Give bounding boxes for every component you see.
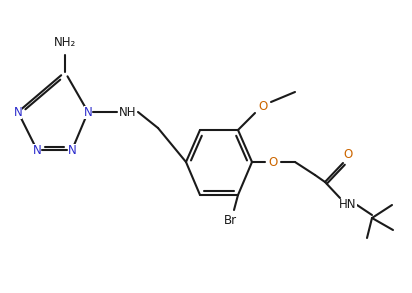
Text: N: N bbox=[33, 144, 41, 156]
Text: N: N bbox=[84, 105, 92, 118]
Text: Br: Br bbox=[223, 214, 236, 226]
Text: N: N bbox=[68, 144, 76, 156]
Text: O: O bbox=[258, 100, 268, 113]
Text: NH: NH bbox=[119, 105, 137, 118]
Text: NH₂: NH₂ bbox=[54, 37, 76, 50]
Text: O: O bbox=[268, 156, 278, 168]
Text: O: O bbox=[343, 149, 353, 161]
Text: HN: HN bbox=[339, 198, 357, 212]
Text: N: N bbox=[14, 105, 22, 118]
